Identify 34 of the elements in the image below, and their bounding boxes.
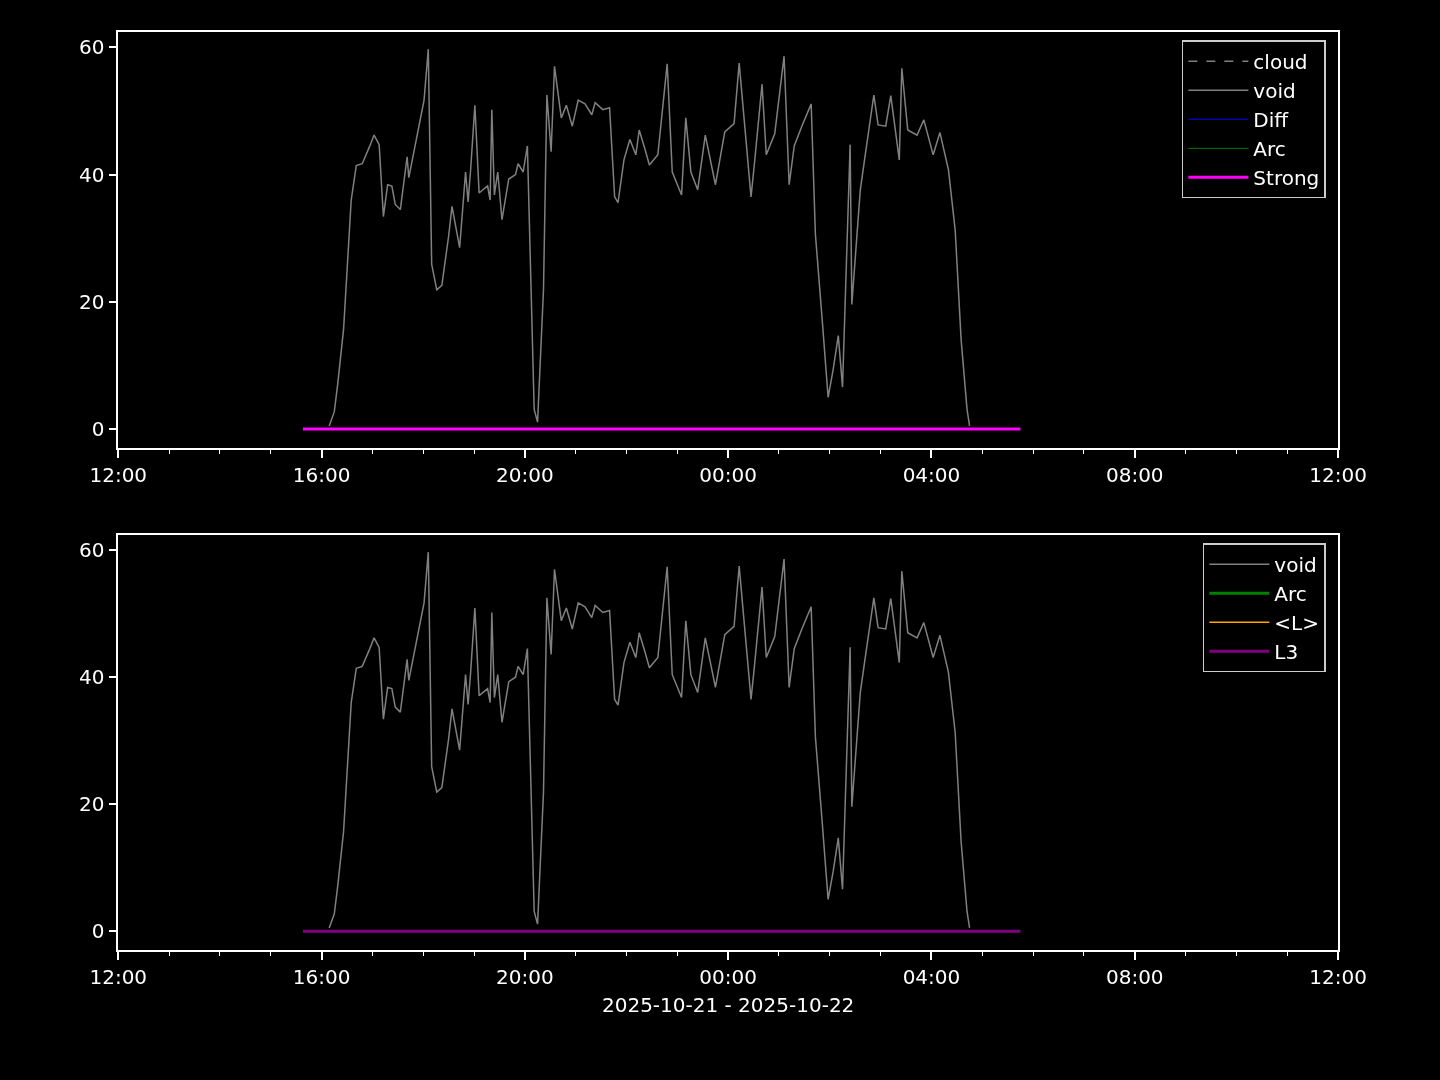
y-tick-label: 20 (79, 792, 105, 817)
x-tick-label: 16:00 (292, 964, 351, 989)
line-series (328, 48, 971, 427)
x-tick-label: 20:00 (496, 964, 554, 989)
x-tick-label: 00:00 (699, 964, 757, 989)
legend-label: Diff (1253, 108, 1290, 133)
legend-label: Arc (1253, 137, 1286, 162)
x-axis-title: 2025-10-21 - 2025-10-22 (601, 992, 855, 1017)
legend-label: cloud (1253, 50, 1308, 75)
x-tick-label: 20:00 (496, 462, 554, 487)
y-tick-label: 40 (79, 665, 105, 690)
legend-label: Strong (1253, 166, 1320, 191)
x-tick-label: 12:00 (89, 462, 148, 487)
legend-label: void (1253, 79, 1296, 104)
x-tick-label: 12:00 (1309, 964, 1367, 989)
legend-label: <L> (1274, 611, 1320, 636)
x-tick-label: 00:00 (699, 462, 757, 487)
y-tick-label: 60 (79, 538, 105, 563)
x-tick-label: 08:00 (1105, 964, 1164, 989)
y-tick-label: 40 (79, 162, 105, 187)
line-series (328, 551, 971, 929)
y-tick-label: 60 (79, 35, 105, 60)
legend-label: Arc (1274, 582, 1307, 607)
x-tick-label: 08:00 (1105, 462, 1164, 487)
y-tick-label: 0 (91, 417, 105, 442)
legend-label: L3 (1274, 640, 1299, 665)
x-tick-label: 04:00 (902, 964, 961, 989)
x-tick-label: 12:00 (1309, 462, 1367, 487)
y-tick-label: 20 (79, 289, 105, 314)
legend-label: void (1274, 553, 1317, 578)
y-tick-label: 0 (91, 919, 105, 944)
x-tick-label: 04:00 (902, 462, 961, 487)
x-tick-label: 12:00 (89, 964, 148, 989)
x-tick-label: 16:00 (292, 462, 351, 487)
